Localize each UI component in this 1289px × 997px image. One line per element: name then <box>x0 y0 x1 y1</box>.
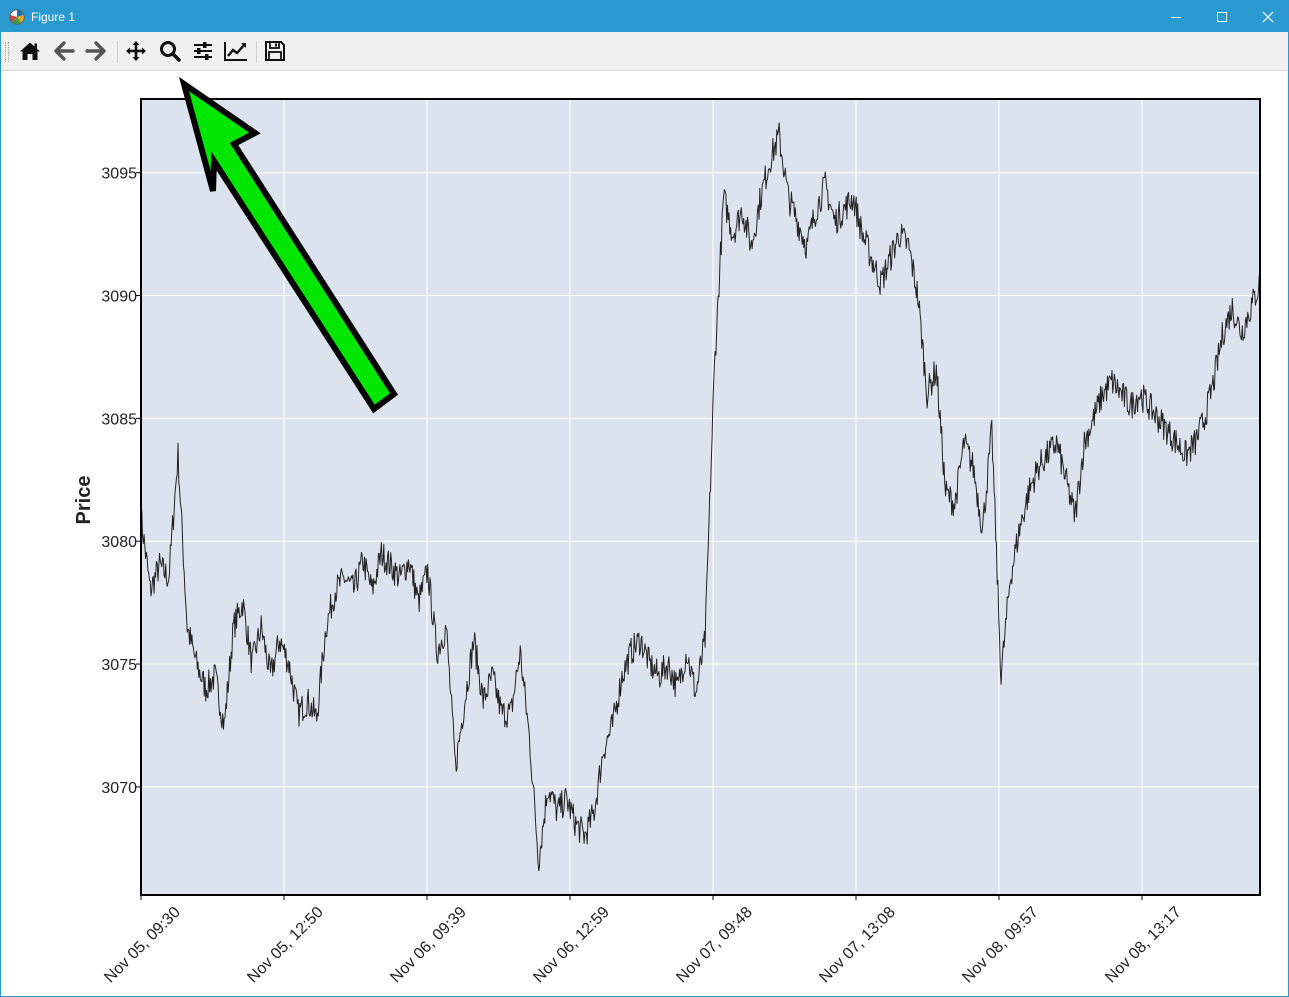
maximize-icon <box>1217 11 1227 22</box>
forward-button[interactable] <box>82 37 110 65</box>
y-axis-label: Price <box>73 476 95 525</box>
y-tick-label: 3085 <box>101 411 137 428</box>
navigation-toolbar <box>1 32 1288 71</box>
x-tick-label: Nov 05, 12:50 <box>244 904 327 987</box>
back-button[interactable] <box>50 37 78 65</box>
x-tick-label: Nov 08, 13:17 <box>1102 904 1185 987</box>
sliders-icon <box>194 42 212 60</box>
pan-button[interactable] <box>122 37 150 65</box>
maximize-button[interactable] <box>1199 1 1245 32</box>
move-icon <box>126 41 146 61</box>
zoom-button[interactable] <box>156 37 184 65</box>
y-axis: 3070 3075 3080 3085 3090 3095 <box>101 166 141 797</box>
close-icon <box>1262 11 1274 22</box>
arrow-left-icon <box>54 41 75 61</box>
series-line <box>140 122 1261 872</box>
y-tick-label: 3070 <box>101 780 137 797</box>
x-tick-label: Nov 06, 09:39 <box>387 904 470 987</box>
y-tick-label: 3080 <box>101 534 137 551</box>
zoom-icon <box>160 41 181 62</box>
annotation-arrow <box>178 76 399 414</box>
x-axis: Nov 05, 09:30 Nov 05, 12:50 Nov 06, 09:39 N… <box>101 895 1185 986</box>
save-icon <box>265 41 285 61</box>
toolbar-separator <box>256 41 257 63</box>
toolbar-separator <box>117 41 118 63</box>
x-tick-label: Nov 08, 09:57 <box>959 904 1042 987</box>
arrow-right-icon <box>85 41 106 61</box>
y-tick-label: 3095 <box>101 166 137 183</box>
y-tick-label: 3075 <box>101 657 137 674</box>
minimize-button[interactable] <box>1153 1 1199 32</box>
title-bar[interactable]: Figure 1 <box>1 1 1288 32</box>
x-tick-label: Nov 07, 09:48 <box>673 904 756 987</box>
home-icon <box>20 42 40 60</box>
plot-frame <box>140 98 1261 896</box>
toolbar-grip[interactable] <box>5 42 9 62</box>
window-title: Figure 1 <box>31 10 76 24</box>
x-tick-label: Nov 07, 13:08 <box>816 904 899 987</box>
home-button[interactable] <box>16 37 44 65</box>
figure-canvas[interactable]: 3070 3075 3080 3085 3090 3095 Nov 05, 09:30 No… <box>1 71 1288 996</box>
minimize-icon <box>1171 16 1181 18</box>
y-tick-label: 3090 <box>101 289 137 306</box>
x-tick-label: Nov 06, 12:59 <box>530 904 613 987</box>
x-tick-label: Nov 05, 09:30 <box>101 904 184 987</box>
matplotlib-logo-icon <box>9 9 25 25</box>
customize-button[interactable] <box>222 37 250 65</box>
line-chart-icon <box>224 42 247 61</box>
close-button[interactable] <box>1245 1 1289 32</box>
save-button[interactable] <box>261 37 289 65</box>
plot-area[interactable] <box>141 99 1260 895</box>
subplots-button[interactable] <box>189 37 217 65</box>
